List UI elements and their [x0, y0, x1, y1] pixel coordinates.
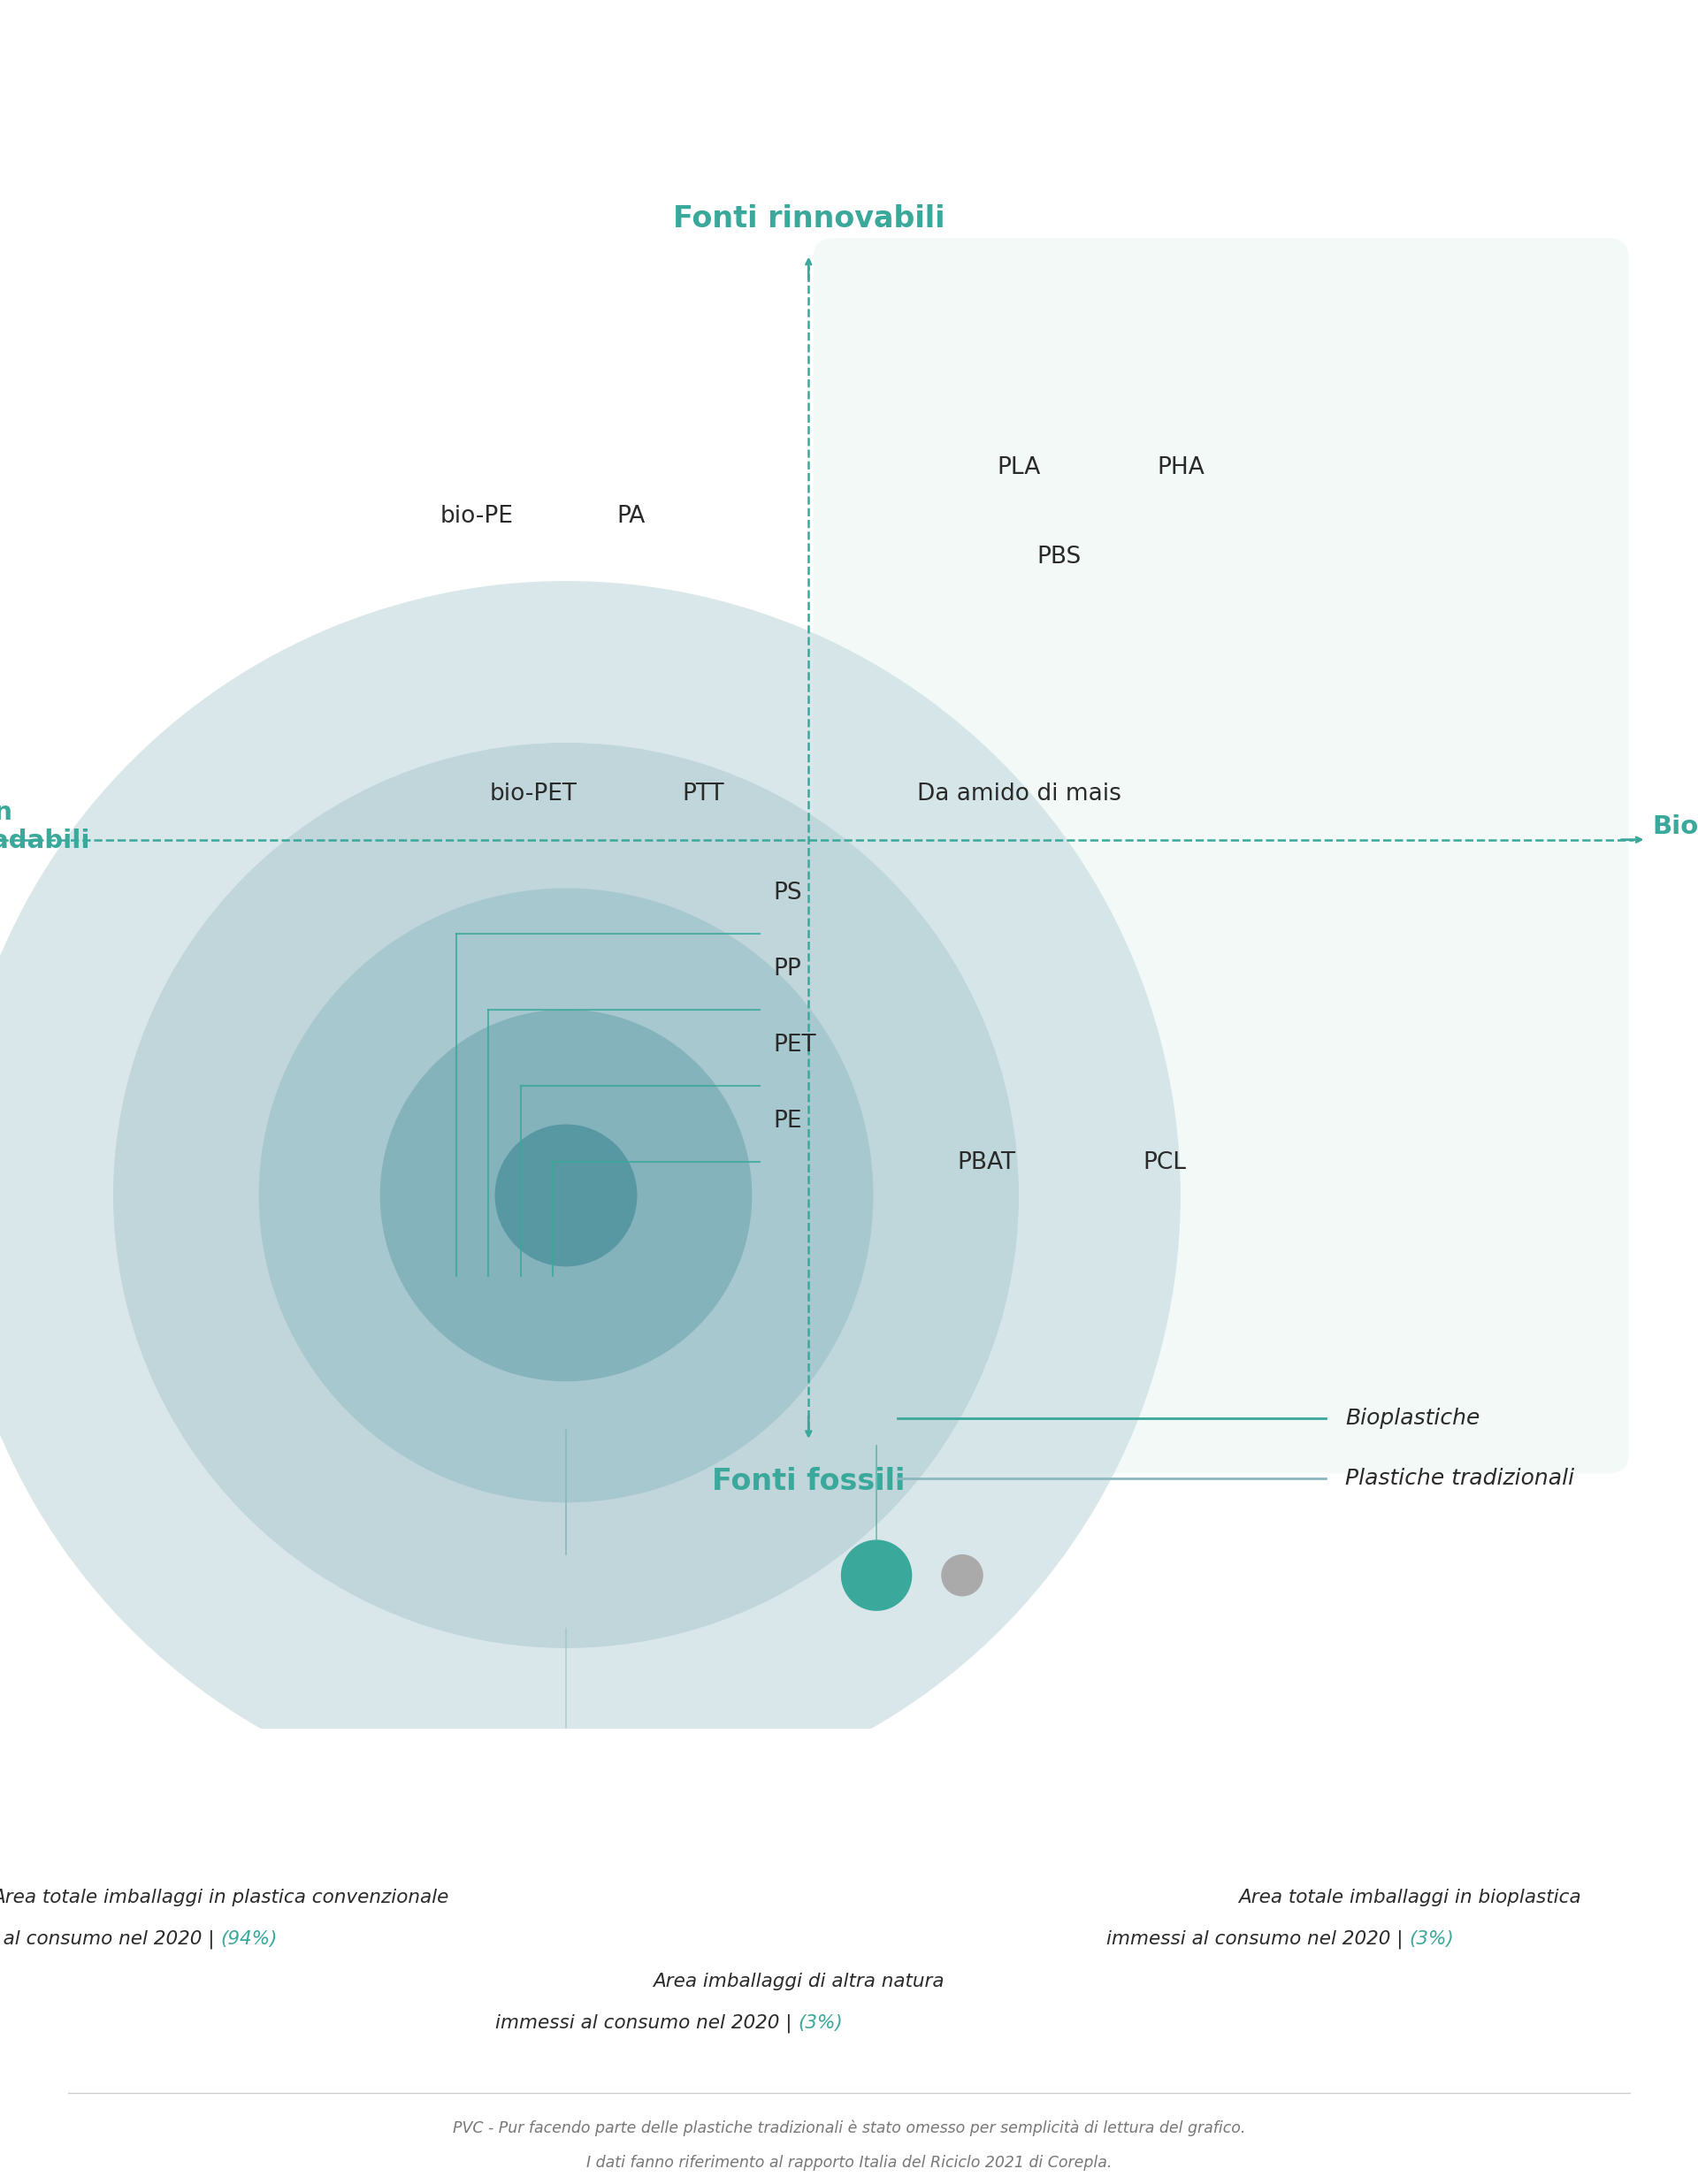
Text: Non
Biodegradabili: Non Biodegradabili: [0, 799, 90, 854]
Text: PBAT: PBAT: [958, 1151, 1015, 1175]
Text: Bioplastiche: Bioplastiche: [1345, 1409, 1481, 1428]
Text: Fonti fossili: Fonti fossili: [711, 1468, 905, 1496]
Text: Da amido di mais: Da amido di mais: [917, 782, 1121, 806]
Text: PE: PE: [773, 1109, 801, 1133]
Text: PTT: PTT: [683, 782, 725, 806]
Circle shape: [841, 1540, 912, 1612]
Text: Plastiche tradizionali: Plastiche tradizionali: [1345, 1468, 1574, 1489]
Circle shape: [114, 743, 1019, 1649]
Text: PHA: PHA: [1156, 456, 1204, 478]
Circle shape: [494, 1125, 637, 1267]
FancyBboxPatch shape: [813, 238, 1628, 1474]
Text: immessi al consumo nel 2020 |: immessi al consumo nel 2020 |: [496, 2014, 798, 2033]
Text: Fonti rinnovabili: Fonti rinnovabili: [672, 203, 944, 234]
Circle shape: [941, 1555, 983, 1597]
Text: I dati fanno riferimento al rapporto Italia del Riciclo 2021 di Corepla.: I dati fanno riferimento al rapporto Ita…: [586, 2156, 1112, 2171]
Text: Biodegradabili: Biodegradabili: [1652, 815, 1698, 839]
Text: bio-PET: bio-PET: [491, 782, 577, 806]
Text: (3%): (3%): [1409, 1931, 1453, 1948]
Text: Area imballaggi di altra natura: Area imballaggi di altra natura: [652, 1972, 944, 1990]
Text: PP: PP: [773, 957, 801, 981]
Circle shape: [258, 889, 873, 1503]
Text: bio-PE: bio-PE: [440, 505, 514, 529]
Text: Area totale imballaggi in bioplastica: Area totale imballaggi in bioplastica: [1238, 1889, 1581, 1907]
Text: PLA: PLA: [997, 456, 1041, 478]
Text: PVC - Pur facendo parte delle plastiche tradizionali è stato omesso per semplici: PVC - Pur facendo parte delle plastiche …: [453, 2121, 1245, 2136]
Text: PCL: PCL: [1143, 1151, 1185, 1175]
Text: PS: PS: [773, 882, 801, 904]
Text: PET: PET: [773, 1033, 817, 1057]
Text: PA: PA: [616, 505, 645, 529]
Circle shape: [380, 1009, 752, 1380]
Text: immessi al consumo nel 2020 |: immessi al consumo nel 2020 |: [0, 1931, 221, 1948]
Text: immessi al consumo nel 2020 |: immessi al consumo nel 2020 |: [1107, 1931, 1409, 1948]
Text: PBS: PBS: [1037, 546, 1082, 568]
Text: (94%): (94%): [221, 1931, 278, 1948]
Circle shape: [0, 581, 1180, 1811]
Text: (3%): (3%): [798, 2014, 842, 2031]
Text: Area totale imballaggi in plastica convenzionale: Area totale imballaggi in plastica conve…: [0, 1889, 448, 1907]
